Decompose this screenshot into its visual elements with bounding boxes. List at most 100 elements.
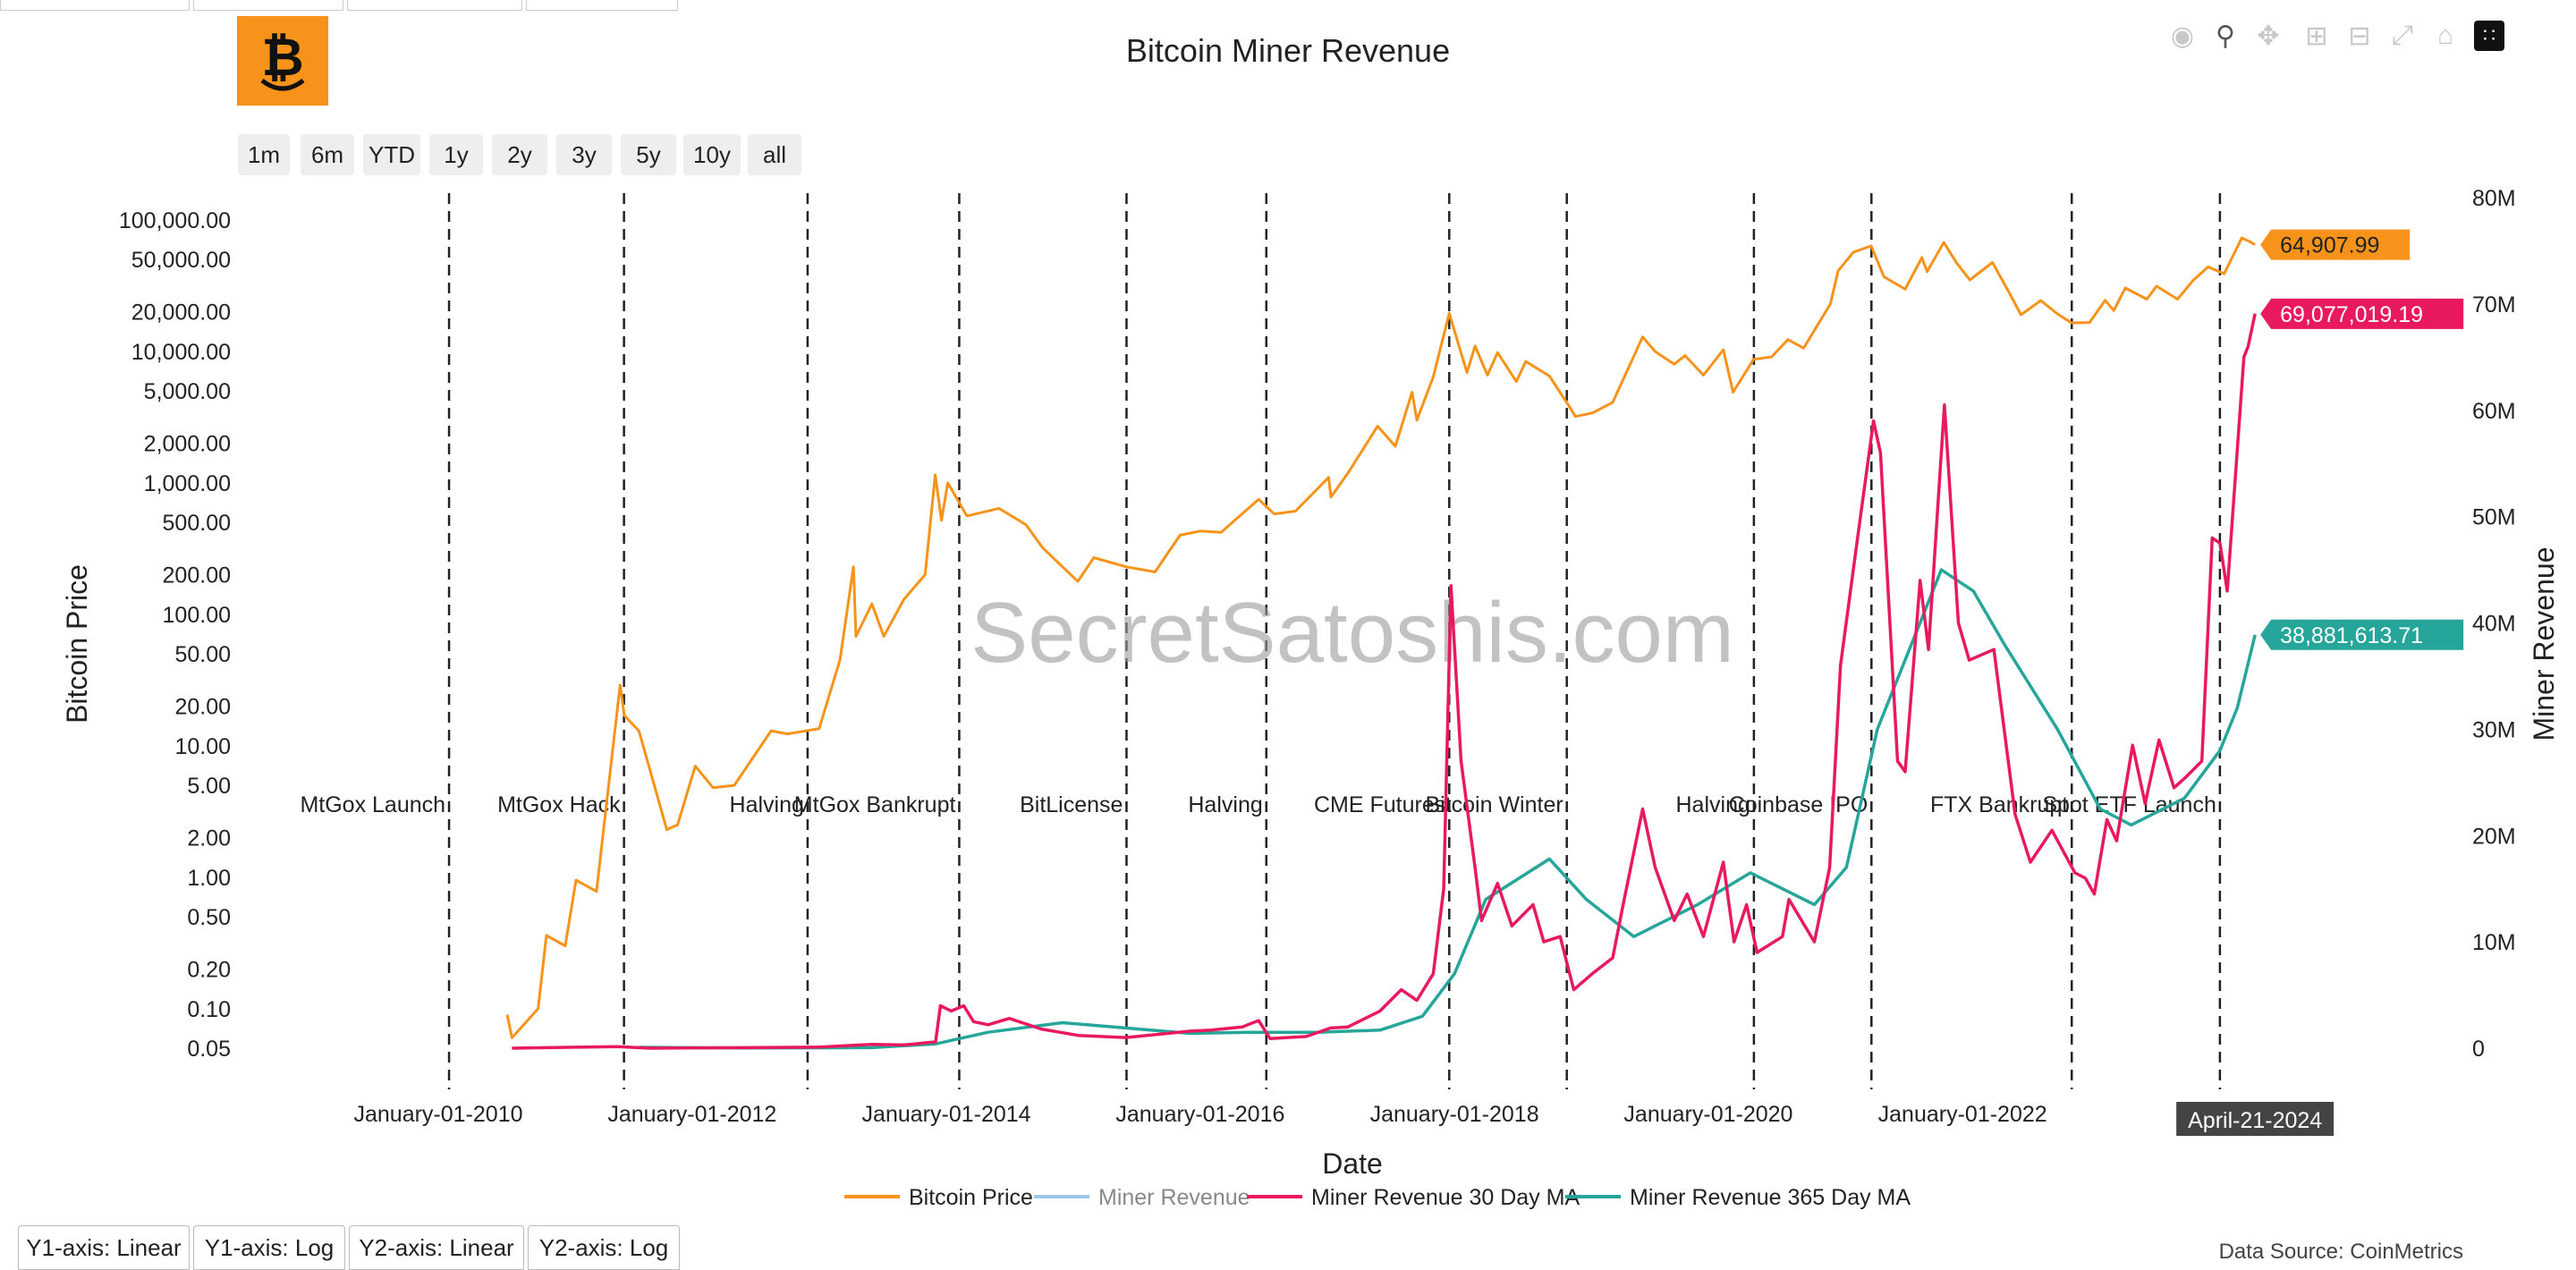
- top-tab[interactable]: [526, 0, 678, 11]
- x-axis-ticks: January-01-2010 January-01-2012 January-01…: [353, 1102, 2241, 1127]
- y-tick-label: 50.00: [174, 642, 231, 667]
- x-tick-label: January-01-2022: [1878, 1102, 2047, 1127]
- event-label: Halving: [1676, 792, 1750, 817]
- event-label: BitLicense: [1020, 792, 1123, 817]
- series-line-bitcoin-price[interactable]: [505, 236, 2256, 1039]
- x-tick-label: January-01-2014: [862, 1102, 1031, 1127]
- watermark: SecretSatoshis.com: [970, 585, 1734, 681]
- pan-icon[interactable]: ✥: [2257, 21, 2280, 51]
- plotly-logo-icon[interactable]: ∷: [2474, 21, 2504, 51]
- end-label-value: 69,077,019.19: [2280, 302, 2423, 327]
- event-label: Coinbase IPO: [1729, 792, 1868, 817]
- range-button-10y[interactable]: 10y: [683, 134, 741, 175]
- end-label-value: 38,881,613.71: [2280, 623, 2423, 648]
- range-button-3y[interactable]: 3y: [556, 134, 612, 175]
- tab-y1-linear[interactable]: Y1-axis: Linear: [18, 1225, 190, 1270]
- y-tick-label: 100,000.00: [119, 208, 231, 233]
- zoom-icon[interactable]: ⚲: [2216, 21, 2235, 51]
- y2-axis-ticks: 80M 70M 60M 50M 40M 30M 20M 10M 0: [2472, 186, 2516, 1062]
- end-label-box: [2260, 619, 2464, 650]
- event-label: MtGox Hack: [497, 792, 621, 817]
- y-tick-label: 5.00: [187, 774, 231, 799]
- tab-y2-log[interactable]: Y2-axis: Log: [528, 1225, 680, 1270]
- tab-y1-log[interactable]: Y1-axis: Log: [193, 1225, 345, 1270]
- chart-series: [505, 236, 2257, 1050]
- y-tick-label: 0.10: [187, 997, 231, 1022]
- series-line-miner-revenue-30-day-ma[interactable]: [512, 313, 2257, 1050]
- end-label-box: [2260, 298, 2464, 329]
- y-tick-label: 100.00: [163, 603, 231, 628]
- x-axis-label: Date: [1322, 1147, 1383, 1180]
- y-tick-label: 20.00: [174, 695, 231, 720]
- event-label: CME Futures: [1314, 792, 1445, 817]
- y-tick-label: 0.05: [187, 1037, 231, 1062]
- top-tab-strip: [0, 0, 2576, 13]
- y-axis-label: Bitcoin Price: [61, 564, 93, 724]
- x-tick-label: January-01-2010: [353, 1102, 522, 1127]
- end-labels: 64,907.99 69,077,019.19 38,881,613.71 April…: [2176, 229, 2464, 1136]
- range-button-6m[interactable]: 6m: [301, 134, 354, 175]
- y2-tick-label: 20M: [2472, 824, 2516, 849]
- y2-tick-label: 80M: [2472, 186, 2516, 211]
- legend[interactable]: Bitcoin Price Miner Revenue Miner Revenue …: [844, 1185, 1911, 1210]
- event-label: FTX Bankrupt: [1930, 792, 2068, 817]
- y-tick-label: 5,000.00: [144, 379, 231, 404]
- legend-item-label[interactable]: Bitcoin Price: [909, 1185, 1033, 1210]
- y-tick-label: 2,000.00: [144, 432, 231, 457]
- top-tab[interactable]: [347, 0, 522, 11]
- range-button-1y[interactable]: 1y: [429, 134, 483, 175]
- event-label: Halving: [730, 792, 804, 817]
- y2-tick-label: 0: [2472, 1037, 2485, 1062]
- x-tick-label: January-01-2012: [607, 1102, 776, 1127]
- y-tick-label: 50,000.00: [131, 248, 231, 273]
- zoom-out-icon[interactable]: ⊟: [2348, 21, 2371, 51]
- top-tab[interactable]: [0, 0, 190, 11]
- y-tick-label: 20,000.00: [131, 301, 231, 326]
- y-tick-label: 1.00: [187, 866, 231, 891]
- y-tick-label: 0.50: [187, 905, 231, 930]
- tab-y2-linear[interactable]: Y2-axis: Linear: [349, 1225, 524, 1270]
- svg-text:₿: ₿: [261, 29, 303, 87]
- event-label: Bitcoin Winter: [1425, 792, 1563, 817]
- end-label-value: 64,907.99: [2280, 233, 2379, 258]
- range-button-all[interactable]: all: [748, 134, 801, 175]
- y2-tick-label: 70M: [2472, 292, 2516, 318]
- x-tick-label: January-01-2020: [1623, 1102, 1792, 1127]
- end-label-box: [2260, 229, 2411, 260]
- y2-tick-label: 60M: [2472, 399, 2516, 424]
- chart-title: Bitcoin Miner Revenue: [1125, 32, 1451, 69]
- y-tick-label: 10,000.00: [131, 340, 231, 365]
- hover-date-label: April-21-2024: [2188, 1108, 2322, 1133]
- range-button-2y[interactable]: 2y: [492, 134, 547, 175]
- top-tab[interactable]: [193, 0, 343, 11]
- range-button-5y[interactable]: 5y: [621, 134, 676, 175]
- zoom-in-icon[interactable]: ⊞: [2305, 21, 2328, 51]
- event-label: Spot ETF Launch: [2042, 792, 2216, 817]
- y2-tick-label: 30M: [2472, 717, 2516, 742]
- y-tick-label: 500.00: [163, 511, 231, 536]
- autoscale-icon[interactable]: ⤢: [2392, 21, 2413, 50]
- reset-axes-icon[interactable]: ⌂: [2436, 21, 2454, 50]
- x-tick-label: January-01-2016: [1115, 1102, 1284, 1127]
- event-label: MtGox Launch: [300, 792, 445, 817]
- y-tick-label: 200.00: [163, 563, 231, 588]
- range-button-ytd[interactable]: YTD: [363, 134, 420, 175]
- camera-icon[interactable]: ◉: [2170, 21, 2195, 51]
- legend-item-label[interactable]: Miner Revenue 30 Day MA: [1311, 1185, 1580, 1210]
- y2-tick-label: 40M: [2472, 612, 2516, 637]
- legend-item-label[interactable]: Miner Revenue 365 Day MA: [1630, 1185, 1911, 1210]
- range-button-1m[interactable]: 1m: [238, 134, 290, 175]
- y-tick-label: 0.20: [187, 958, 231, 983]
- series-line-miner-revenue-365-day-ma[interactable]: [639, 568, 2257, 1050]
- y2-tick-label: 10M: [2472, 930, 2516, 955]
- y-tick-label: 10.00: [174, 734, 231, 759]
- legend-item-label[interactable]: Miner Revenue: [1098, 1185, 1250, 1210]
- y2-tick-label: 50M: [2472, 505, 2516, 530]
- x-tick-label: January-01-2018: [1370, 1102, 1539, 1127]
- y-tick-label: 1,000.00: [144, 471, 231, 496]
- event-label: Halving: [1188, 792, 1262, 817]
- data-source: Data Source: CoinMetrics: [2218, 1240, 2463, 1264]
- hover-date-box: [2176, 1102, 2334, 1136]
- event-label: MtGox Bankrupt: [794, 792, 956, 817]
- y2-axis-label: Miner Revenue: [2528, 547, 2560, 741]
